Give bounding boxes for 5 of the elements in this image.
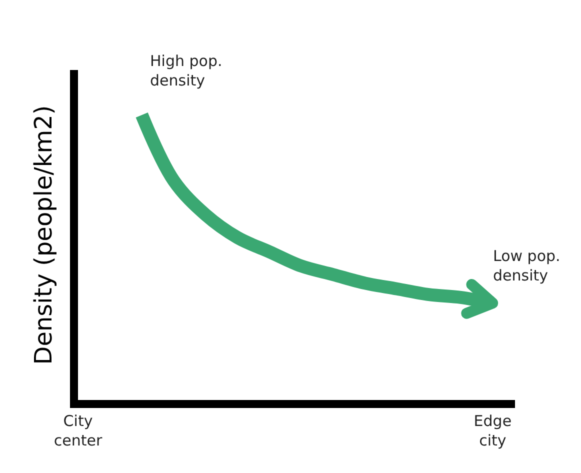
y-axis-title: Density (people/km2) xyxy=(30,105,58,365)
x-tick-label: City center xyxy=(54,412,103,450)
x-tick-label: Edge city xyxy=(474,412,512,450)
annotation: Low pop. density xyxy=(493,247,560,284)
text: High pop. density xyxy=(150,52,222,90)
